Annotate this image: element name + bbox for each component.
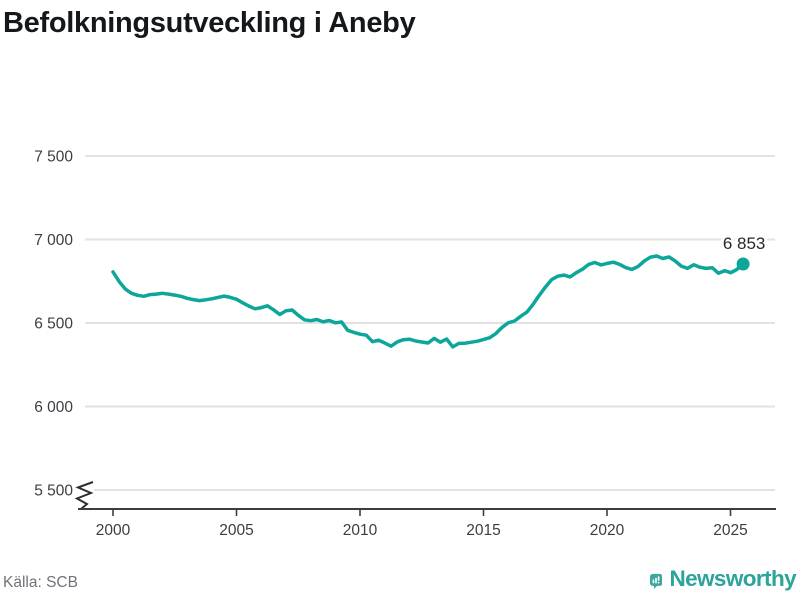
end-point-dot <box>736 257 750 271</box>
newsworthy-wordmark: Newsworthy <box>669 566 796 591</box>
xtick-label: 2020 <box>590 522 625 539</box>
xtick-label: 2010 <box>343 522 378 539</box>
newsworthy-logo: Newsworthy <box>650 565 797 598</box>
ytick-label: 6 500 <box>34 316 73 333</box>
end-value-label: 6 853 <box>723 234 766 253</box>
gridlines <box>85 155 775 491</box>
page-title: Befolkningsutveckling i Aneby <box>3 7 416 39</box>
ytick-label: 7 500 <box>34 149 73 166</box>
y-axis-labels: 7 500 7 000 6 500 6 000 5 500 <box>34 149 73 500</box>
ytick-label: 6 000 <box>34 399 73 416</box>
x-axis-labels: 2000 2005 2010 2015 2020 2025 <box>96 522 748 539</box>
x-axis-ticks <box>112 509 732 516</box>
axis-break-icon <box>74 481 94 510</box>
source-note: Källa: SCB <box>3 574 78 591</box>
xtick-label: 2005 <box>219 522 253 539</box>
ytick-label: 7 000 <box>34 232 73 249</box>
xtick-label: 2000 <box>96 522 131 539</box>
xtick-label: 2025 <box>713 522 747 539</box>
newsworthy-bar-chart-badge-icon <box>650 573 663 589</box>
population-line <box>111 254 745 349</box>
xtick-label: 2015 <box>466 522 500 539</box>
ytick-label: 5 500 <box>34 483 73 500</box>
